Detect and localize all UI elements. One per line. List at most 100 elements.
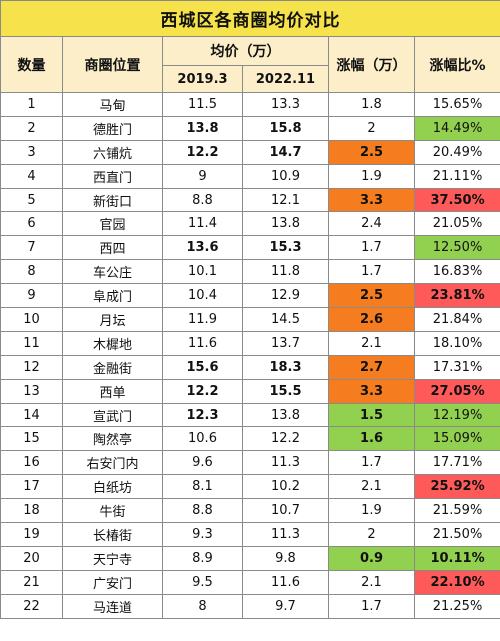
cell-district-name: 月坛 xyxy=(62,307,163,332)
table-row: 9 阜成门 10.4 12.9 2.5 23.81% xyxy=(0,283,500,309)
cell-increase-pct: 10.11% xyxy=(413,545,500,571)
cell-district-name: 官园 xyxy=(62,211,163,237)
cell-price-2019: 8.8 xyxy=(162,498,243,524)
cell-index: 21 xyxy=(0,569,63,595)
cell-increase-pct: 27.05% xyxy=(413,378,500,404)
cell-increase-pct: 21.50% xyxy=(413,522,500,547)
cell-index: 22 xyxy=(0,593,63,619)
cell-increase: 2.5 xyxy=(328,139,415,165)
cell-increase-pct: 18.10% xyxy=(413,330,500,356)
cell-increase-pct: 25.92% xyxy=(413,474,500,500)
cell-price-2022: 11.3 xyxy=(242,522,329,547)
cell-district-name: 西四 xyxy=(62,235,163,261)
cell-district-name: 阜成门 xyxy=(62,283,163,309)
table-row: 17 白纸坊 8.1 10.2 2.1 25.92% xyxy=(0,474,500,500)
cell-price-2019: 13.8 xyxy=(162,115,243,141)
cell-increase-pct: 21.59% xyxy=(413,498,500,524)
cell-district-name: 西单 xyxy=(62,378,163,404)
cell-district-name: 新街口 xyxy=(62,187,163,213)
cell-price-2022: 12.9 xyxy=(242,283,329,309)
cell-price-2019: 11.5 xyxy=(162,92,243,117)
table-row: 12 金融街 15.6 18.3 2.7 17.31% xyxy=(0,354,500,380)
cell-increase-pct: 20.49% xyxy=(413,139,500,165)
cell-index: 8 xyxy=(0,259,63,285)
table-row: 7 西四 13.6 15.3 1.7 12.50% xyxy=(0,235,500,261)
cell-index: 20 xyxy=(0,545,63,571)
cell-price-2022: 18.3 xyxy=(242,354,329,380)
cell-district-name: 车公庄 xyxy=(62,259,163,285)
cell-increase: 1.9 xyxy=(328,498,415,524)
cell-index: 4 xyxy=(0,163,63,189)
cell-increase: 3.3 xyxy=(328,187,415,213)
table-row: 2 德胜门 13.8 15.8 2 14.49% xyxy=(0,115,500,141)
cell-price-2019: 9.6 xyxy=(162,450,243,476)
table-row: 8 车公庄 10.1 11.8 1.7 16.83% xyxy=(0,259,500,285)
table-row: 18 牛街 8.8 10.7 1.9 21.59% xyxy=(0,498,500,524)
table-row: 22 马连道 8 9.7 1.7 21.25% xyxy=(0,593,500,619)
cell-district-name: 右安门内 xyxy=(62,450,163,476)
cell-price-2019: 10.4 xyxy=(162,283,243,309)
cell-price-2019: 9 xyxy=(162,163,243,189)
table-row: 5 新街口 8.8 12.1 3.3 37.50% xyxy=(0,187,500,213)
cell-price-2022: 12.1 xyxy=(242,187,329,213)
price-table: 西城区各商圈均价对比 数量 商圈位置 均价（万） 涨幅（万） 涨幅比% 2019… xyxy=(0,0,500,619)
table-row: 19 长椿街 9.3 11.3 2 21.50% xyxy=(0,522,500,547)
cell-increase-pct: 21.25% xyxy=(413,593,500,619)
cell-price-2019: 9.5 xyxy=(162,569,243,595)
cell-increase: 1.7 xyxy=(328,593,415,619)
cell-district-name: 陶然亭 xyxy=(62,426,163,452)
table-row: 10 月坛 11.9 14.5 2.6 21.84% xyxy=(0,307,500,332)
cell-price-2019: 15.6 xyxy=(162,354,243,380)
cell-price-2019: 12.2 xyxy=(162,378,243,404)
header-avg-price: 均价（万） xyxy=(162,36,329,66)
cell-price-2022: 14.7 xyxy=(242,139,329,165)
cell-increase: 0.9 xyxy=(328,545,415,571)
cell-increase-pct: 12.19% xyxy=(413,402,500,428)
cell-price-2022: 9.8 xyxy=(242,545,329,571)
cell-index: 13 xyxy=(0,378,63,404)
table-row: 16 右安门内 9.6 11.3 1.7 17.71% xyxy=(0,450,500,476)
cell-increase: 2.7 xyxy=(328,354,415,380)
cell-increase-pct: 12.50% xyxy=(413,235,500,261)
cell-price-2019: 13.6 xyxy=(162,235,243,261)
cell-increase: 3.3 xyxy=(328,378,415,404)
cell-district-name: 木樨地 xyxy=(62,330,163,356)
cell-increase: 2 xyxy=(328,115,415,141)
table-row: 21 广安门 9.5 11.6 2.1 22.10% xyxy=(0,569,500,595)
header-increase: 涨幅（万） xyxy=(328,36,415,93)
cell-price-2019: 9.3 xyxy=(162,522,243,547)
table-row: 6 官园 11.4 13.8 2.4 21.05% xyxy=(0,211,500,237)
cell-index: 3 xyxy=(0,139,63,165)
cell-price-2022: 13.8 xyxy=(242,402,329,428)
cell-index: 11 xyxy=(0,330,63,356)
cell-index: 12 xyxy=(0,354,63,380)
cell-increase: 1.8 xyxy=(328,92,415,117)
cell-increase-pct: 15.09% xyxy=(413,426,500,452)
cell-index: 7 xyxy=(0,235,63,261)
cell-increase-pct: 17.31% xyxy=(413,354,500,380)
cell-price-2019: 8.9 xyxy=(162,545,243,571)
cell-index: 14 xyxy=(0,402,63,428)
cell-price-2022: 15.8 xyxy=(242,115,329,141)
cell-increase: 2.1 xyxy=(328,474,415,500)
cell-price-2022: 10.2 xyxy=(242,474,329,500)
cell-price-2022: 13.3 xyxy=(242,92,329,117)
cell-district-name: 德胜门 xyxy=(62,115,163,141)
cell-increase: 2.5 xyxy=(328,283,415,309)
table-row: 14 宣武门 12.3 13.8 1.5 12.19% xyxy=(0,402,500,428)
cell-district-name: 马连道 xyxy=(62,593,163,619)
cell-increase: 2 xyxy=(328,522,415,547)
cell-increase: 1.7 xyxy=(328,235,415,261)
cell-index: 17 xyxy=(0,474,63,500)
cell-index: 10 xyxy=(0,307,63,332)
cell-index: 6 xyxy=(0,211,63,237)
cell-index: 18 xyxy=(0,498,63,524)
header-index: 数量 xyxy=(0,36,63,93)
cell-price-2022: 11.3 xyxy=(242,450,329,476)
cell-increase: 2.4 xyxy=(328,211,415,237)
cell-price-2022: 10.7 xyxy=(242,498,329,524)
header-increase-pct: 涨幅比% xyxy=(413,36,500,93)
cell-increase-pct: 21.84% xyxy=(413,307,500,332)
cell-increase: 2.1 xyxy=(328,330,415,356)
